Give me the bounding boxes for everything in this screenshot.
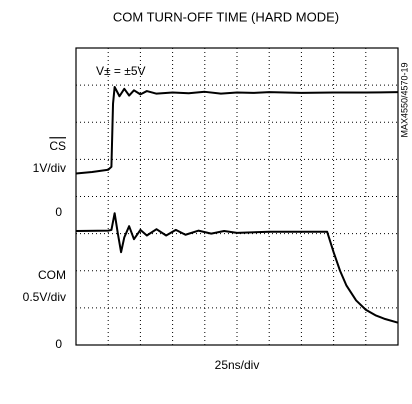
trace (75, 85, 399, 175)
y-label: CS (49, 139, 66, 153)
side-label: MAX4550/4570-19 (399, 62, 409, 137)
chart-title: COM TURN-OFF TIME (HARD MODE) (113, 9, 339, 24)
y-label: 0 (55, 205, 62, 219)
y-label: 1V/div (33, 161, 66, 175)
trace (75, 212, 399, 324)
y-label: COM (38, 268, 66, 282)
annotation: V± = ±5V (96, 64, 146, 78)
y-label: 0 (55, 337, 62, 351)
x-axis-label: 25ns/div (215, 358, 260, 372)
y-label: 0.5V/div (23, 290, 66, 304)
